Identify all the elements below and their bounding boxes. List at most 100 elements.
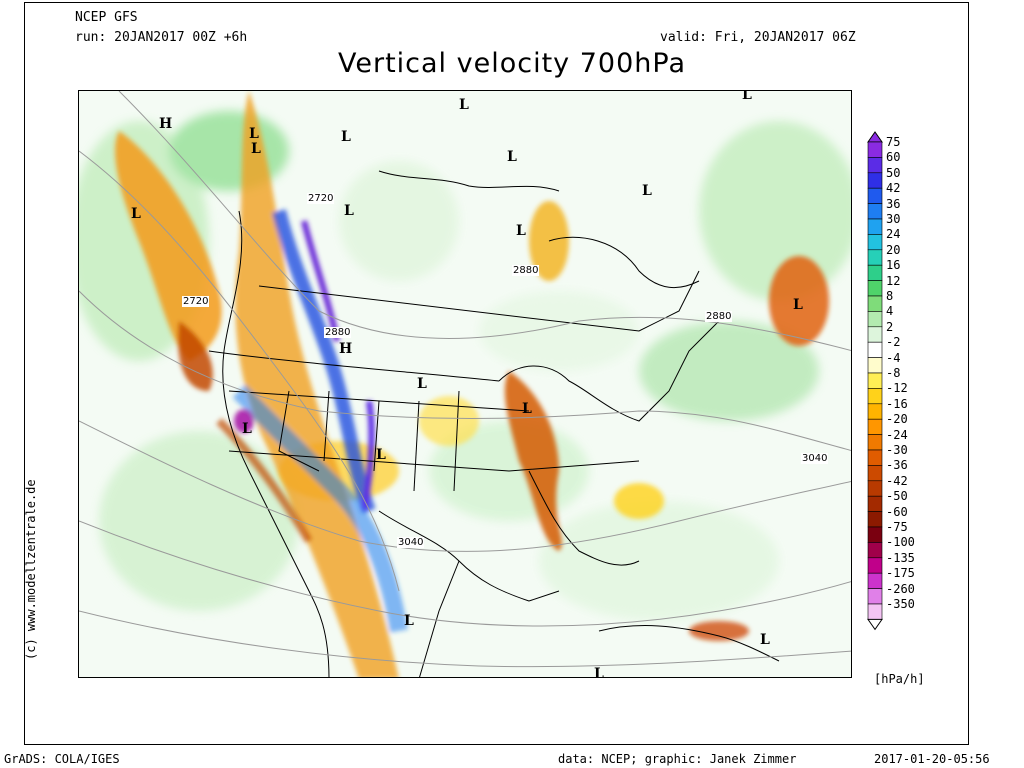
legend-level-label: -350 xyxy=(886,597,915,611)
legend-color-cell xyxy=(867,603,883,620)
footer-data-credit: data: NCEP; graphic: Janek Zimmer xyxy=(558,752,797,766)
legend-color-cell xyxy=(867,280,883,297)
high-pressure-label: H xyxy=(159,116,173,132)
legend-color-cell xyxy=(867,465,883,482)
legend-level-label: 16 xyxy=(886,258,901,273)
legend-color-cell xyxy=(867,218,883,235)
legend-color-cell xyxy=(867,542,883,559)
legend-color-cell xyxy=(867,157,883,174)
map-title: Vertical velocity 700hPa xyxy=(337,48,686,79)
legend-level-label: -24 xyxy=(886,427,908,442)
legend-level-label: 20 xyxy=(886,242,901,257)
run-time: run: 20JAN2017 00Z +6h xyxy=(75,30,248,45)
low-pressure-label: L xyxy=(760,632,770,648)
low-pressure-label: L xyxy=(417,376,427,392)
low-pressure-label: L xyxy=(522,401,532,417)
legend-level-label: -12 xyxy=(886,381,908,396)
legend-color-cell xyxy=(867,203,883,220)
legend-level-label: -75 xyxy=(886,520,908,534)
low-pressure-label: L xyxy=(742,90,752,103)
legend-level-label: -135 xyxy=(886,550,915,565)
legend-level-label: 30 xyxy=(886,212,901,226)
legend-level-label: 2 xyxy=(886,319,894,334)
plot-frame xyxy=(24,2,969,745)
height-contours xyxy=(79,91,851,668)
high-pressure-label: H xyxy=(339,341,353,357)
legend-level-label: -20 xyxy=(886,412,908,427)
legend-color-cell xyxy=(867,588,883,605)
legend-level-label: 4 xyxy=(886,304,894,319)
legend-color-cell xyxy=(867,372,883,389)
footer-timestamp: 2017-01-20-05:56 xyxy=(874,752,990,766)
contour-label: 2880 xyxy=(512,265,540,276)
low-pressure-label: L xyxy=(516,223,526,239)
coastlines-borders xyxy=(208,170,780,677)
legend-level-label: -42 xyxy=(886,473,908,488)
legend-color-cell xyxy=(867,234,883,251)
legend-colorbar xyxy=(867,131,883,631)
legend-color-cell xyxy=(867,526,883,543)
weak-ascent-areas xyxy=(79,111,851,621)
valid-time: valid: Fri, 20JAN2017 06Z xyxy=(660,30,856,45)
low-pressure-label: L xyxy=(793,297,803,313)
western-convective-band xyxy=(216,91,408,677)
legend-color-cell xyxy=(867,249,883,266)
legend-level-label: -175 xyxy=(886,566,915,581)
legend-level-label: -2 xyxy=(886,335,901,350)
legend-color-cell xyxy=(867,264,883,281)
legend-color-cell xyxy=(867,388,883,405)
legend-color-cell xyxy=(867,418,883,435)
legend-color-cell xyxy=(867,557,883,574)
low-pressure-label: L xyxy=(341,129,351,145)
legend-level-label: 36 xyxy=(886,196,901,211)
legend-color-cell xyxy=(867,141,883,158)
low-pressure-label: L xyxy=(642,183,652,199)
contour-label: 2720 xyxy=(307,193,335,204)
legend-units: [hPa/h] xyxy=(874,672,925,686)
legend-level-label: -4 xyxy=(886,350,901,365)
legend-color-cell xyxy=(867,572,883,589)
legend-color-cell xyxy=(867,326,883,343)
legend-color-cell xyxy=(867,187,883,204)
legend-level-label: -100 xyxy=(886,535,915,550)
legend-color-cell xyxy=(867,495,883,512)
legend-level-label: -16 xyxy=(886,396,908,411)
legend-min-arrow xyxy=(867,618,883,631)
legend-level-label: 50 xyxy=(886,165,901,180)
low-pressure-label: L xyxy=(507,149,517,165)
legend-level-label: 42 xyxy=(886,181,901,196)
legend-level-label: 12 xyxy=(886,273,901,288)
low-pressure-label: L xyxy=(376,447,386,463)
low-pressure-label: L xyxy=(344,203,354,219)
legend-level-label: 8 xyxy=(886,289,894,303)
low-pressure-label: L xyxy=(251,141,261,157)
contour-label: 3040 xyxy=(801,453,829,464)
low-pressure-label: L xyxy=(594,666,604,678)
legend-max-arrow xyxy=(867,131,883,143)
contour-label: 3040 xyxy=(397,537,425,548)
low-pressure-label: L xyxy=(131,206,141,222)
low-pressure-label: L xyxy=(249,126,259,142)
legend-color-cell xyxy=(867,341,883,358)
legend-color-cell xyxy=(867,480,883,497)
map-canvas xyxy=(79,91,851,677)
legend-level-label: 75 xyxy=(886,135,901,149)
low-pressure-label: L xyxy=(459,97,469,113)
legend-color-cell xyxy=(867,449,883,466)
legend-level-label: -260 xyxy=(886,581,915,596)
vertical-velocity-map: H H L L L L L L L L L L L L L L L L L L … xyxy=(78,90,852,678)
contour-label: 2880 xyxy=(705,311,733,322)
legend-level-label: -30 xyxy=(886,443,908,457)
legend-color-cell xyxy=(867,434,883,451)
legend-color-cell xyxy=(867,403,883,420)
legend-level-label: -8 xyxy=(886,366,901,380)
legend-level-label: -36 xyxy=(886,458,908,473)
legend-color-cell xyxy=(867,511,883,528)
low-pressure-label: L xyxy=(404,613,414,629)
website-credit: (c) www.modellzentrale.de xyxy=(24,479,38,660)
legend-color-cell xyxy=(867,295,883,312)
model-name: NCEP GFS xyxy=(75,10,138,25)
legend-level-label: -50 xyxy=(886,489,908,504)
legend-color-cell xyxy=(867,357,883,374)
legend-color-cell xyxy=(867,311,883,328)
